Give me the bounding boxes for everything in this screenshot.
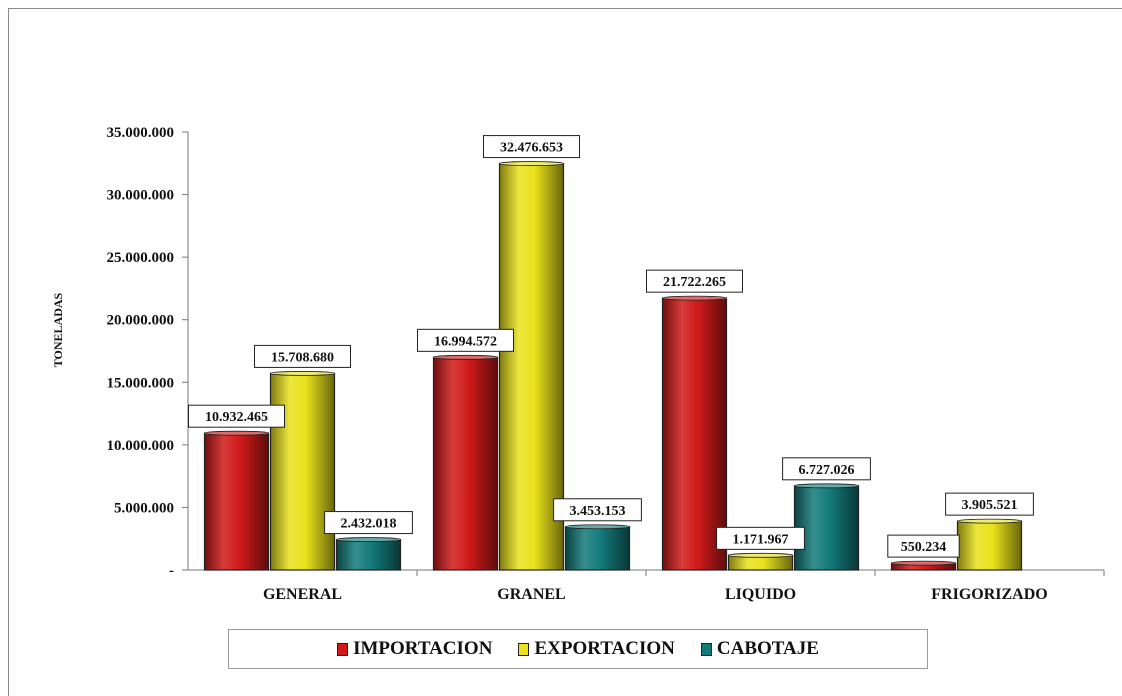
data-label-box [887,534,960,558]
data-label-text: 21.722.265 [663,275,726,290]
y-tick-label: 15.000.000 [107,375,175,391]
data-label: 3.453.153 [553,498,642,522]
data-label-box [188,404,285,428]
data-label-box [324,511,413,535]
data-label-box [945,492,1034,516]
data-label-box [483,135,580,159]
data-label-text: 16.994.572 [434,334,497,349]
data-label: 6.727.026 [782,457,871,481]
x-tick-label: FRIGORIZADO [931,586,1047,603]
data-label-text: 3.905.521 [962,498,1018,513]
data-label-text: 6.727.026 [799,463,855,478]
data-label: 550.234 [887,534,960,558]
data-label-box [646,269,743,293]
data-label: 21.722.265 [646,269,743,293]
bar-top [891,560,956,566]
data-label: 16.994.572 [417,328,514,352]
bar-top [270,371,335,376]
bar [498,162,565,571]
x-tick-label: GRANEL [497,586,565,603]
y-tick-label: 30.000.000 [107,188,175,204]
bar [564,526,631,571]
data-label-box [553,498,642,522]
data-label-box [254,344,351,368]
bar-top [662,295,727,301]
legend-label: IMPORTACION [353,638,493,659]
bars [203,161,1023,571]
bar-top [499,161,564,166]
data-label: 32.476.653 [483,135,580,159]
legend-swatch [337,642,349,656]
data-label-text: 2.432.018 [341,517,397,532]
data-label: 2.432.018 [324,511,413,535]
data-label-text: 1.171.967 [733,532,789,547]
data-label: 3.905.521 [945,492,1034,516]
legend-swatch [518,642,530,656]
legend-item: EXPORTACION [518,638,675,660]
legend-item: CABOTAJE [700,638,819,660]
data-label: 15.708.680 [254,344,351,368]
bar-top [336,537,401,542]
data-label-text: 10.932.465 [205,410,268,425]
data-label-box [417,328,514,352]
legend: IMPORTACION EXPORTACION CABOTAJE [228,629,928,669]
legend-item: IMPORTACION [337,638,492,660]
bar [793,485,860,571]
bar-top [433,354,498,360]
bar-top [204,430,269,436]
bar-top [957,518,1022,524]
bar-top [565,524,630,530]
bar [432,356,499,571]
y-tick-label: 5.000.000 [114,500,174,516]
data-label-text: 15.708.680 [271,350,334,365]
bar [956,520,1023,571]
y-tick-label: 10.000.000 [107,438,175,454]
bar [335,538,402,571]
x-tick-label: GENERAL [263,586,342,603]
bar [269,372,336,571]
data-label-box [782,457,871,481]
data-label-text: 3.453.153 [570,504,626,519]
legend-label: CABOTAJE [716,638,819,659]
data-label-text: 550.234 [901,540,947,555]
data-label: 1.171.967 [716,526,805,550]
data-label-box [716,526,805,550]
data-label: 10.932.465 [188,404,285,428]
axes: - 5.000.000 10.000.000 15.000.000 20.000.000… [107,125,1105,603]
bar-top [794,483,859,489]
legend-swatch [700,642,712,656]
y-axis-label: TONELADAS [51,292,65,367]
y-tick-label: - [169,563,174,579]
data-labels: 10.932.465 15.708.680 2.432.018 16.994.572 3… [188,135,1034,558]
chart-frame [8,8,1122,696]
y-tick-label: 20.000.000 [107,313,175,329]
x-tick-label: LIQUIDO [725,586,796,603]
bar [661,297,728,571]
y-tick-label: 25.000.000 [107,250,175,266]
bar-top [728,552,793,558]
bar [203,432,270,571]
y-tick-label: 35.000.000 [107,125,175,141]
data-label-text: 32.476.653 [500,141,563,156]
legend-label: EXPORTACION [534,638,675,659]
